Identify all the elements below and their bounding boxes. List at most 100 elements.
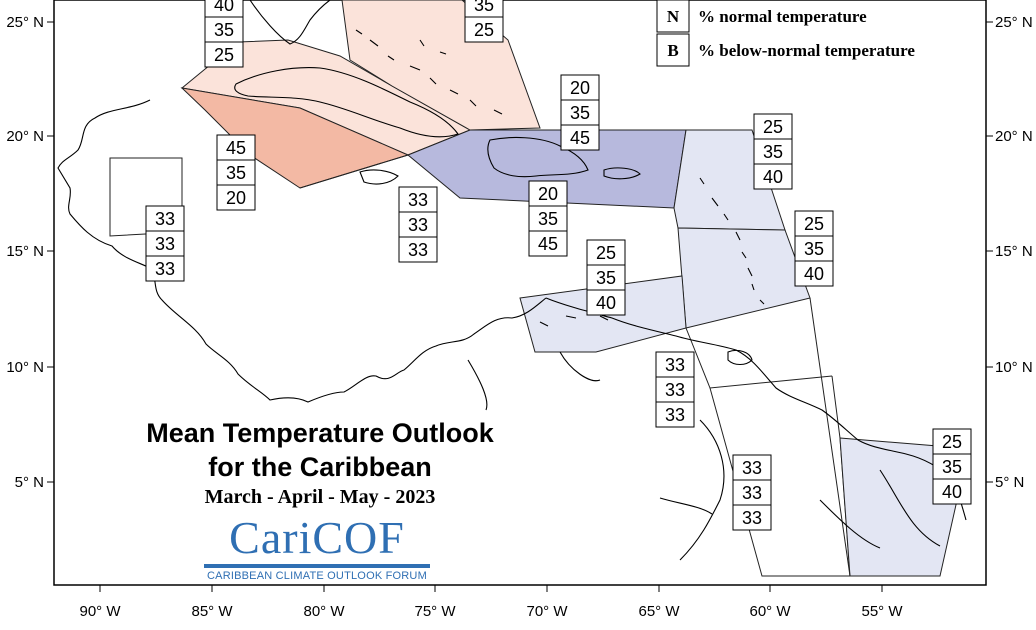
prob-value: 40	[763, 167, 783, 187]
prob-cell	[586, 264, 626, 291]
zone-divider	[299, 154, 409, 189]
prob-box-abc-islands: 25 35 40	[586, 239, 626, 316]
legend-key-n: N	[667, 7, 680, 26]
lon-label: 80° W	[303, 603, 345, 620]
prob-cell	[398, 211, 438, 238]
legend-key-b: B	[667, 41, 678, 60]
lat-label-left: 15° N	[6, 243, 44, 260]
legend: N % normal temperature B % below-normal …	[656, 0, 915, 67]
prob-box-western-caribbean: 45 35 20	[216, 134, 256, 211]
prob-value: 45	[570, 128, 590, 148]
logo-subtitle: CARIBBEAN CLIMATE OUTLOOK FORUM	[207, 570, 427, 582]
prob-box-jamaica: 33 33 33	[398, 186, 438, 263]
trinidad	[727, 349, 753, 366]
prob-cell	[794, 260, 834, 287]
bahamas-islands	[355, 29, 503, 115]
prob-value: 25	[942, 432, 962, 452]
prob-value: 35	[596, 268, 616, 288]
lon-label: 55° W	[861, 603, 903, 620]
coastlines	[57, 0, 967, 561]
axes: 25° N 25° N 20° N 20° N 15° N 15° N 10° N 10° N…	[6, 14, 1032, 620]
prob-cell	[216, 134, 256, 161]
logo-wordmark: CariCOF	[229, 512, 405, 563]
lon-label: 85° W	[191, 603, 233, 620]
puerto-rico	[603, 167, 641, 180]
prob-value: 33	[408, 240, 428, 260]
prob-cell	[560, 74, 600, 101]
prob-value: 45	[226, 138, 246, 158]
abc-island-outlines	[539, 315, 609, 327]
prob-value: 20	[538, 184, 558, 204]
legend-key-box-n	[656, 0, 690, 33]
prob-cell	[204, 16, 244, 43]
prob-value: 25	[214, 45, 234, 65]
guiana-rivers	[819, 469, 941, 549]
lat-label-left: 5° N	[15, 474, 44, 491]
yucatan-coast	[57, 99, 547, 403]
prob-cell	[216, 159, 256, 186]
season-subtitle: March - April - May - 2023	[204, 486, 436, 508]
prob-value: 33	[665, 355, 685, 375]
prob-value: 33	[665, 405, 685, 425]
prob-value: 33	[155, 234, 175, 254]
prob-cell	[732, 479, 772, 506]
prob-cell	[794, 235, 834, 262]
caricof-logo: CariCOF CARIBBEAN CLIMATE OUTLOOK FORUM	[200, 514, 434, 582]
prob-box-bahamas-north: 40 35 25	[204, 0, 244, 68]
probability-boxes: 4035253525453520333333333333203545203545…	[145, 0, 972, 531]
title-block: Mean Temperature Outlook for the Caribbe…	[100, 416, 540, 509]
prob-box-hispaniola-pr: 20 35 45	[528, 180, 568, 257]
prob-value: 35	[538, 209, 558, 229]
prob-cell	[528, 230, 568, 257]
lesser-antilles	[699, 177, 765, 305]
logo-rule	[204, 564, 430, 568]
prob-box-windwards: 25 35 40	[794, 210, 834, 287]
prob-value: 33	[665, 380, 685, 400]
prob-value: 20	[226, 188, 246, 208]
prob-value: 35	[226, 163, 246, 183]
prob-cell	[398, 186, 438, 213]
map-title-line1: Mean Temperature Outlook	[146, 418, 494, 448]
cuba	[234, 67, 459, 138]
legend-key-box-b	[656, 33, 690, 67]
prob-box-turks-caicos: 20 35 45	[560, 74, 600, 151]
prob-cell	[753, 163, 793, 190]
lat-label-right: 15° N	[995, 243, 1033, 260]
prob-cell	[586, 239, 626, 266]
prob-value: 40	[804, 264, 824, 284]
prob-cell	[932, 478, 972, 505]
lon-label: 70° W	[526, 603, 568, 620]
prob-value: 35	[942, 457, 962, 477]
prob-cell	[560, 124, 600, 151]
prob-value: 33	[155, 259, 175, 279]
prob-cell	[655, 401, 695, 428]
prob-value: 33	[742, 508, 762, 528]
florida	[249, 0, 331, 45]
prob-value: 25	[596, 243, 616, 263]
prob-value: 35	[570, 103, 590, 123]
south-america-interior	[467, 351, 725, 561]
prob-box-trinidad-venezuela: 33 33 33	[655, 351, 695, 428]
legend-label-b: % below-normal temperature	[698, 41, 915, 60]
prob-value: 35	[804, 239, 824, 259]
prob-cell	[586, 289, 626, 316]
prob-cell	[145, 255, 185, 282]
prob-cell	[528, 205, 568, 232]
lon-label: 60° W	[749, 603, 791, 620]
prob-cell	[732, 504, 772, 531]
prob-value: 25	[474, 20, 494, 40]
prob-cell	[655, 351, 695, 378]
prob-cell	[932, 453, 972, 480]
prob-box-guyana: 33 33 33	[732, 454, 772, 531]
lat-label-right: 5° N	[995, 474, 1024, 491]
lon-label: 90° W	[79, 603, 121, 620]
prob-cell	[204, 41, 244, 68]
prob-value: 33	[408, 215, 428, 235]
prob-value: 35	[763, 142, 783, 162]
prob-value: 40	[596, 293, 616, 313]
prob-value: 35	[474, 0, 494, 15]
prob-value: 33	[742, 483, 762, 503]
prob-cell	[398, 236, 438, 263]
